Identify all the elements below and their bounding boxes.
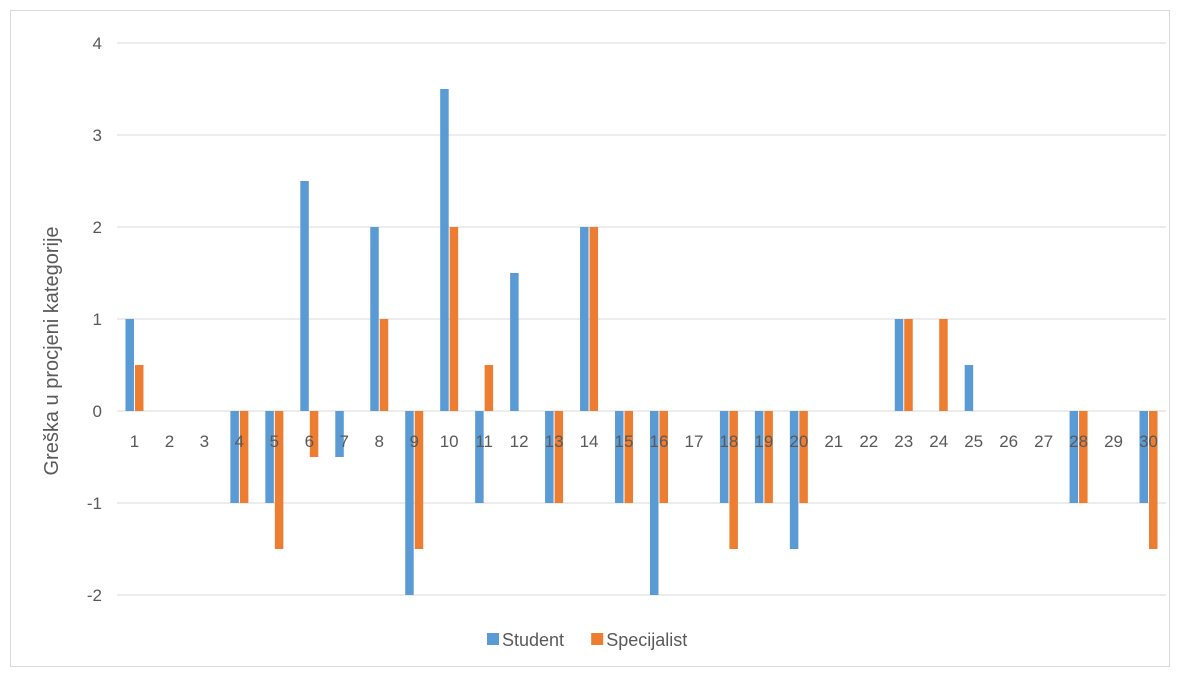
x-tick-label: 16 — [650, 432, 669, 451]
x-tick-label: 6 — [305, 432, 314, 451]
x-tick-label: 3 — [200, 432, 209, 451]
bar-student-23 — [894, 319, 904, 411]
x-tick-label: 5 — [270, 432, 279, 451]
legend: Student Specijalist — [487, 630, 687, 650]
bar-student-4 — [230, 411, 239, 503]
bars — [125, 89, 1158, 595]
bar-specijalist-18 — [729, 411, 738, 549]
x-tick-label: 7 — [340, 432, 349, 451]
y-axis-title: Greška u procjeni kategorije — [41, 226, 63, 475]
x-tick-label: 15 — [615, 432, 634, 451]
bar-specijalist-11 — [484, 365, 494, 411]
legend-label-student: Student — [502, 630, 564, 650]
x-tick-label: 22 — [859, 432, 878, 451]
y-tick-label: 1 — [93, 310, 102, 329]
bar-student-5 — [265, 411, 274, 503]
x-tick-label: 1 — [130, 432, 139, 451]
bar-student-8 — [370, 227, 379, 411]
y-tick-label: 3 — [93, 126, 102, 145]
bar-student-15 — [615, 411, 624, 503]
bar-specijalist-1 — [134, 365, 144, 411]
chart-frame: -2 -1 0 1 2 3 4 1 2 3 4 5 6 7 8 9 10 11 12 13 14 15 16 17 18 19 2… — [10, 10, 1170, 667]
legend-label-specijalist: Specijalist — [606, 630, 687, 650]
y-tick-label: 4 — [93, 34, 102, 53]
bar-specijalist-8 — [379, 319, 389, 411]
bar-student-11 — [475, 411, 484, 503]
gridlines — [117, 42, 1166, 596]
bar-student-16 — [649, 411, 659, 595]
x-tick-label: 9 — [409, 432, 418, 451]
bar-specijalist-30 — [1149, 411, 1158, 549]
x-tick-label: 12 — [510, 432, 529, 451]
y-tick-label: -1 — [87, 494, 102, 513]
x-tick-label: 11 — [475, 432, 493, 451]
bar-student-1 — [125, 319, 134, 411]
x-tick-label: 28 — [1069, 432, 1088, 451]
x-tick-label: 13 — [545, 432, 564, 451]
bar-specijalist-19 — [764, 411, 773, 503]
bar-student-10 — [440, 89, 449, 411]
x-tick-label: 17 — [684, 432, 703, 451]
legend-swatch-student — [487, 633, 499, 645]
x-tick-label: 21 — [824, 432, 843, 451]
bar-specijalist-14 — [589, 227, 599, 411]
bar-student-13 — [545, 411, 554, 503]
x-axis-ticks: 1 2 3 4 5 6 7 8 9 10 11 12 13 14 15 16 17 18 19 20 21 22 23 24 2… — [130, 432, 1158, 451]
bar-student-12 — [510, 273, 519, 411]
x-tick-label: 4 — [235, 432, 244, 451]
bar-student-30 — [1139, 411, 1149, 503]
x-tick-label: 8 — [375, 432, 384, 451]
bar-student-6 — [300, 181, 309, 411]
bar-student-7 — [335, 411, 344, 457]
bar-student-25 — [964, 365, 974, 411]
bar-specijalist-4 — [239, 411, 249, 503]
bar-specijalist-10 — [449, 227, 459, 411]
x-tick-label: 30 — [1139, 432, 1158, 451]
x-tick-label: 18 — [719, 432, 738, 451]
x-tick-label: 23 — [894, 432, 913, 451]
bar-student-9 — [405, 411, 414, 595]
bar-specijalist-6 — [309, 411, 319, 457]
x-tick-label: 26 — [999, 432, 1018, 451]
bar-student-14 — [580, 227, 589, 411]
y-tick-label: -2 — [87, 586, 102, 605]
y-axis-ticks: -2 -1 0 1 2 3 4 — [87, 34, 102, 605]
x-tick-label: 29 — [1104, 432, 1123, 451]
y-tick-label: 2 — [93, 218, 102, 237]
bar-specijalist-20 — [799, 411, 808, 503]
bar-specijalist-15 — [624, 411, 634, 503]
bar-student-18 — [719, 411, 729, 503]
bar-student-28 — [1069, 411, 1079, 503]
x-tick-label: 25 — [964, 432, 983, 451]
x-tick-label: 24 — [929, 432, 948, 451]
bar-specijalist-24 — [939, 319, 948, 411]
x-tick-label: 19 — [754, 432, 773, 451]
bar-specijalist-9 — [414, 411, 424, 549]
legend-swatch-specijalist — [591, 633, 604, 645]
bar-specijalist-13 — [554, 411, 564, 503]
bar-specijalist-28 — [1079, 411, 1088, 503]
bar-student-20 — [789, 411, 799, 549]
x-tick-label: 14 — [580, 432, 599, 451]
x-tick-label: 10 — [440, 432, 459, 451]
x-tick-label: 2 — [165, 432, 174, 451]
bar-specijalist-23 — [904, 319, 913, 411]
bar-specijalist-16 — [659, 411, 668, 503]
bar-specijalist-5 — [274, 411, 284, 549]
x-tick-label: 20 — [789, 432, 808, 451]
x-tick-label: 27 — [1034, 432, 1053, 451]
y-tick-label: 0 — [93, 402, 102, 421]
bar-student-19 — [754, 411, 764, 503]
